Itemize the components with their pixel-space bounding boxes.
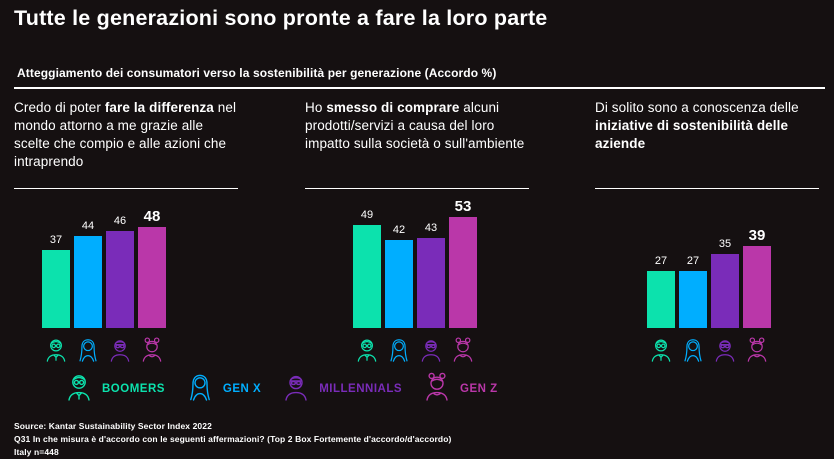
bar-genx <box>74 236 102 328</box>
bar-chart-group-3: 27 27 35 39 <box>647 198 771 363</box>
generation-legend: BOOMERS GEN X MILLENNIALS GEN Z <box>64 370 498 407</box>
source-line: Source: Kantar Sustainability Sector Ind… <box>14 421 212 431</box>
bar-millennials <box>417 238 445 328</box>
legend-label-boomers: BOOMERS <box>102 382 165 395</box>
statement-text-2: Ho smesso di comprare alcuni prodotti/se… <box>305 100 525 151</box>
bar-value-label: 46 <box>113 215 127 227</box>
bar-value-label: 48 <box>143 208 161 225</box>
bar-genx <box>385 240 413 328</box>
bar-cell-boomers: 37 <box>42 198 70 363</box>
millennials-avatar-icon <box>281 370 311 407</box>
genz-avatar-icon <box>422 370 452 407</box>
bar-cell-genx: 44 <box>74 198 102 363</box>
bar-stack: 37 <box>42 198 70 328</box>
bar-stack: 35 <box>711 198 739 328</box>
statement-text-3: Di solito sono a conoscenza delle inizia… <box>595 100 799 151</box>
bar-value-label: 39 <box>748 227 766 244</box>
bar-millennials <box>106 231 134 328</box>
bar-cell-millennials: 46 <box>106 198 134 363</box>
genx-avatar-icon <box>386 333 412 363</box>
millennials-avatar-icon <box>712 333 738 363</box>
bar-cell-genz: 39 <box>743 198 771 363</box>
bar-value-label: 37 <box>49 234 63 246</box>
bar-stack: 49 <box>353 198 381 328</box>
genx-avatar-icon <box>185 370 215 407</box>
bar-stack: 43 <box>417 198 445 328</box>
bar-value-label: 35 <box>718 238 732 250</box>
page-title: Tutte le generazioni sono pronte a fare … <box>14 6 548 30</box>
statement-column-2: Ho smesso di comprare alcuni prodotti/se… <box>305 99 529 189</box>
bar-stack: 48 <box>138 198 166 328</box>
bar-cell-genx: 42 <box>385 198 413 363</box>
subtitle-divider <box>14 87 825 89</box>
genz-avatar-icon <box>744 333 770 363</box>
boomers-avatar-icon <box>64 370 94 407</box>
boomers-avatar-icon <box>43 333 69 363</box>
bar-cell-genz: 53 <box>449 198 477 363</box>
bar-value-label: 43 <box>424 222 438 234</box>
bar-stack: 44 <box>74 198 102 328</box>
bar-stack: 39 <box>743 198 771 328</box>
bar-value-label: 27 <box>654 255 668 267</box>
bar-value-label: 42 <box>392 224 406 236</box>
genz-avatar-icon <box>450 333 476 363</box>
bar-value-label: 27 <box>686 255 700 267</box>
bar-cell-genz: 48 <box>138 198 166 363</box>
bar-stack: 27 <box>679 198 707 328</box>
legend-label-genx: GEN X <box>222 382 262 395</box>
legend-item-genx: GEN X <box>185 370 261 407</box>
bar-cell-millennials: 43 <box>417 198 445 363</box>
bar-value-label: 44 <box>81 220 95 232</box>
genx-avatar-icon <box>680 333 706 363</box>
bar-stack: 53 <box>449 198 477 328</box>
bar-stack: 27 <box>647 198 675 328</box>
bar-chart-group-2: 49 42 43 53 <box>353 198 477 363</box>
statement-column-3: Di solito sono a conoscenza delle inizia… <box>595 99 819 189</box>
bar-cell-boomers: 49 <box>353 198 381 363</box>
chart-subtitle: Atteggiamento dei consumatori verso la s… <box>17 66 497 80</box>
legend-label-genz: GEN Z <box>460 382 498 395</box>
bar-millennials <box>711 254 739 328</box>
bar-stack: 46 <box>106 198 134 328</box>
legend-item-boomers: BOOMERS <box>64 370 165 407</box>
bar-genz <box>138 227 166 328</box>
bar-genx <box>679 271 707 328</box>
bar-genz <box>449 217 477 328</box>
boomers-avatar-icon <box>354 333 380 363</box>
bar-cell-boomers: 27 <box>647 198 675 363</box>
source-footnote: Source: Kantar Sustainability Sector Ind… <box>14 420 451 459</box>
sample-line: Italy n=448 <box>14 447 59 458</box>
bar-stack: 42 <box>385 198 413 328</box>
bar-cell-millennials: 35 <box>711 198 739 363</box>
legend-item-millennials: MILLENNIALS <box>281 370 402 407</box>
question-line: Q31 In che misura è d'accordo con le seg… <box>14 434 452 445</box>
boomers-avatar-icon <box>648 333 674 363</box>
bar-chart-group-1: 37 44 46 48 <box>42 198 166 363</box>
millennials-avatar-icon <box>418 333 444 363</box>
statement-column-1: Credo di poter fare la differenza nel mo… <box>14 99 238 189</box>
bar-boomers <box>647 271 675 328</box>
legend-label-millennials: MILLENNIALS <box>319 382 403 395</box>
bar-value-label: 53 <box>454 198 472 215</box>
millennials-avatar-icon <box>107 333 133 363</box>
bar-boomers <box>42 250 70 328</box>
genz-avatar-icon <box>139 333 165 363</box>
bar-boomers <box>353 225 381 328</box>
statement-text-1: Credo di poter fare la differenza nel mo… <box>14 100 237 169</box>
legend-item-genz: GEN Z <box>422 370 498 407</box>
bar-genz <box>743 246 771 328</box>
bar-cell-genx: 27 <box>679 198 707 363</box>
genx-avatar-icon <box>75 333 101 363</box>
bar-value-label: 49 <box>360 209 374 221</box>
